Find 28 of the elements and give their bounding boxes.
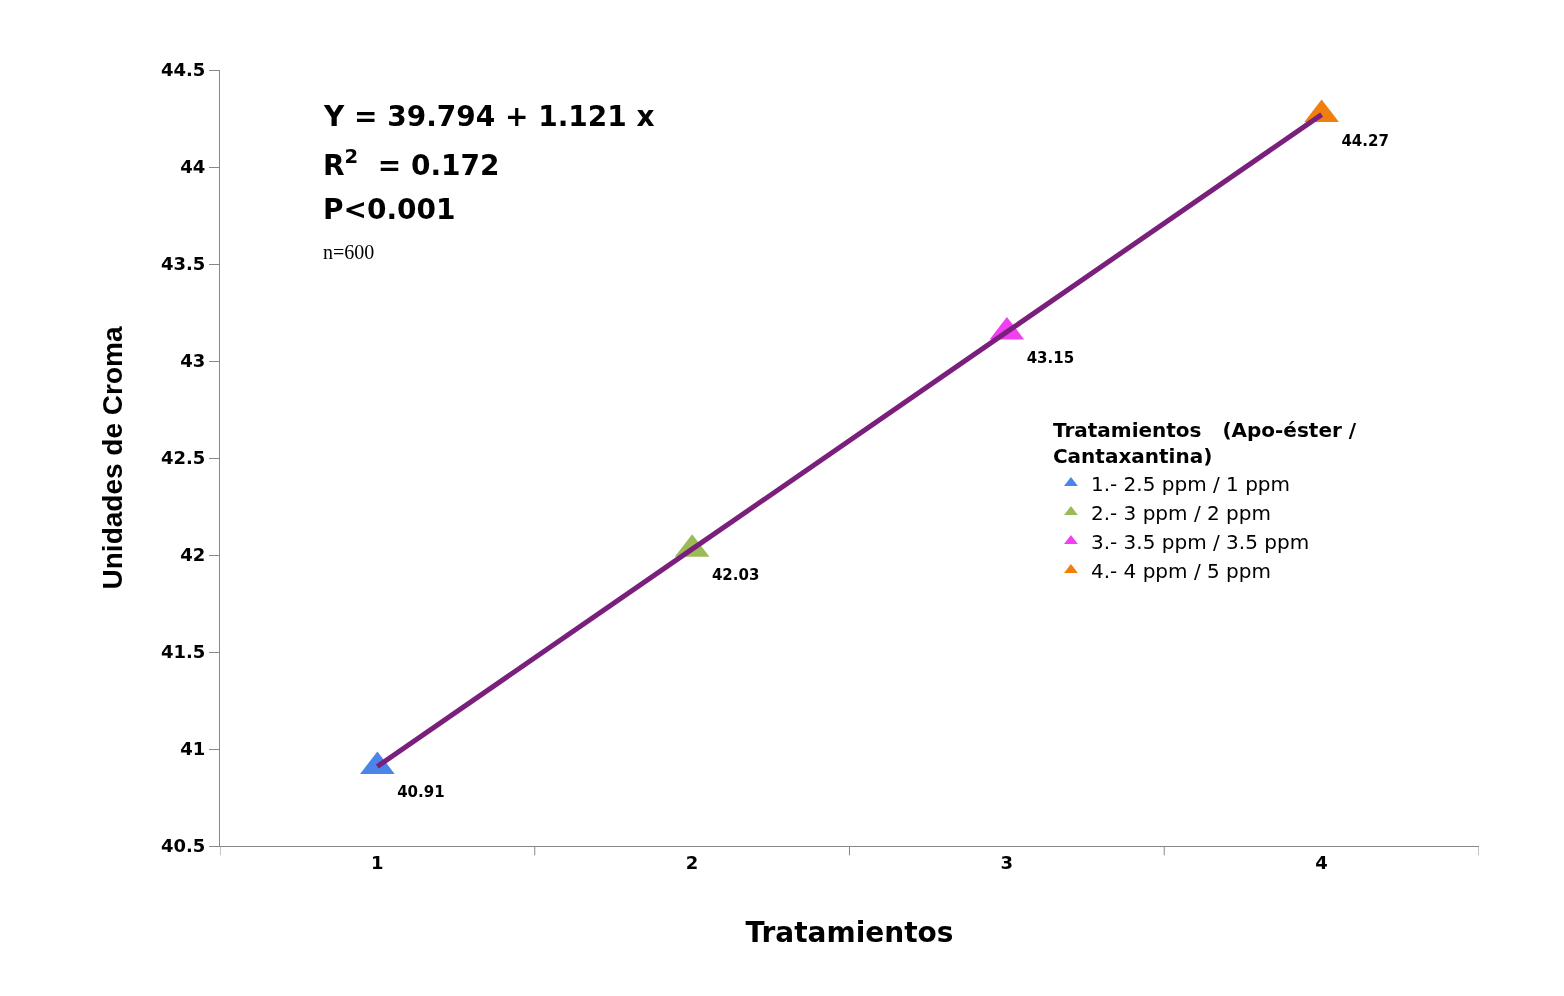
legend-label: 4.- 4 ppm / 5 ppm [1090,558,1271,583]
data-label: 40.91 [397,783,445,802]
y-tick-label: 44.5 [160,59,206,81]
legend-label: 3.- 3.5 ppm / 3.5 ppm [1090,529,1310,554]
data-label: 44.27 [1341,131,1389,150]
y-tick-label: 42 [180,544,206,566]
y-tick-label: 44 [180,156,206,178]
x-tick-label: 4 [1315,851,1328,873]
y-tick-label: 41.5 [160,641,206,663]
legend-label: 1.- 2.5 ppm / 1 ppm [1090,471,1291,496]
y-tick-label: 42.5 [160,447,206,469]
legend-title: Tratamientos (Apo-éster / Cantaxantina) [1052,418,1357,469]
legend-label: 2.- 3 ppm / 2 ppm [1090,500,1271,525]
y-tick-label: 41 [180,738,206,760]
x-tick-label: 1 [371,851,384,873]
y-tick-label: 43 [180,350,206,372]
annotation: R$^{2}$ = 0.172 [323,145,500,182]
data-label: 42.03 [711,566,760,585]
x-tick-label: 3 [1000,851,1014,873]
x-tick-label: 2 [685,851,699,873]
y-tick-label: 43.5 [160,253,206,275]
annotation: Y = 39.794 + 1.121 x [323,100,655,133]
y-axis-title: Unidades de Croma [96,326,128,590]
annotation: n=600 [323,241,375,263]
annotation: P<0.001 [323,193,456,226]
data-label: 43.15 [1026,348,1075,367]
y-tick-label: 40.5 [160,835,206,857]
x-axis-title: Tratamientos [745,915,954,949]
